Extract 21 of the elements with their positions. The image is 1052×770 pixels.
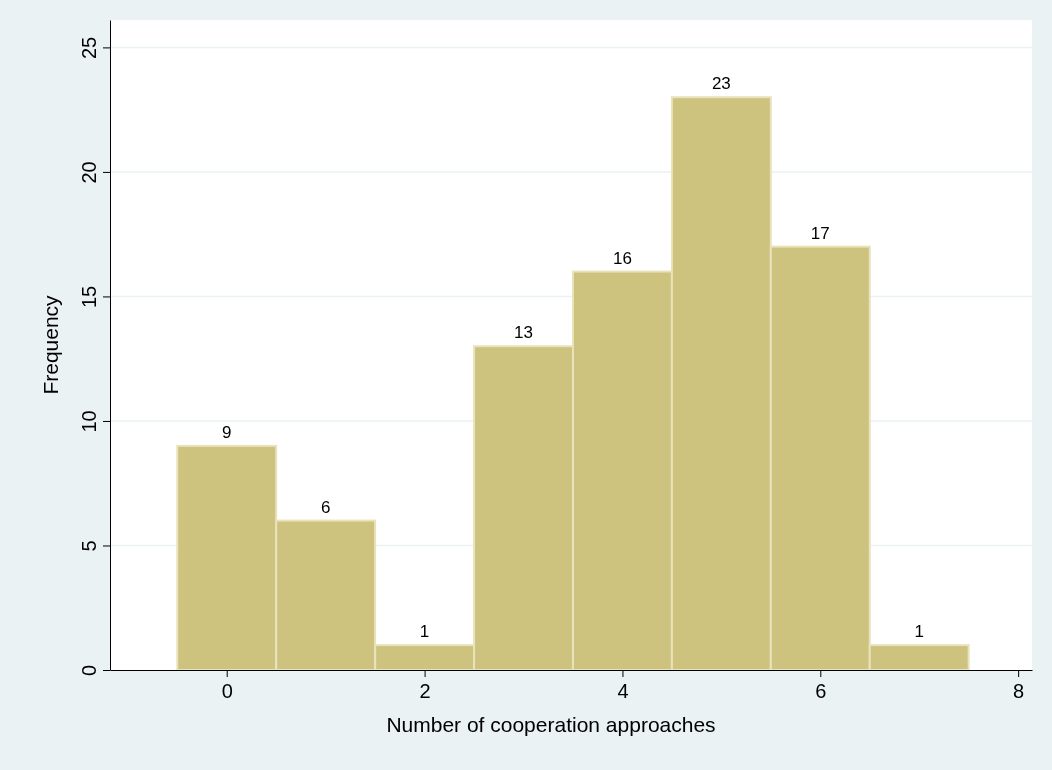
y-tick-label: 10 (78, 410, 100, 433)
y-tick-label: 20 (78, 161, 100, 184)
x-tick-label: 4 (617, 680, 629, 702)
data-label: 1 (914, 622, 924, 642)
x-tick-label: 6 (815, 680, 827, 702)
y-tick-label: 0 (78, 664, 100, 677)
data-label: 17 (810, 223, 830, 243)
x-tick-label: 8 (1013, 680, 1025, 702)
y-tick-label: 15 (78, 285, 100, 309)
y-tick-label: 5 (78, 540, 100, 552)
data-label: 16 (612, 248, 632, 268)
x-tick-label: 2 (419, 680, 431, 702)
data-label: 13 (514, 323, 533, 343)
x-axis-title: Number of cooperation approaches (386, 713, 716, 736)
y-tick-label: 25 (78, 36, 100, 60)
data-label: 1 (419, 622, 430, 642)
data-label: 9 (222, 422, 232, 442)
data-label: 6 (320, 497, 331, 517)
y-axis-title: Frequency (39, 294, 62, 395)
x-tick-label: 0 (221, 680, 233, 702)
data-label: 23 (711, 74, 731, 94)
